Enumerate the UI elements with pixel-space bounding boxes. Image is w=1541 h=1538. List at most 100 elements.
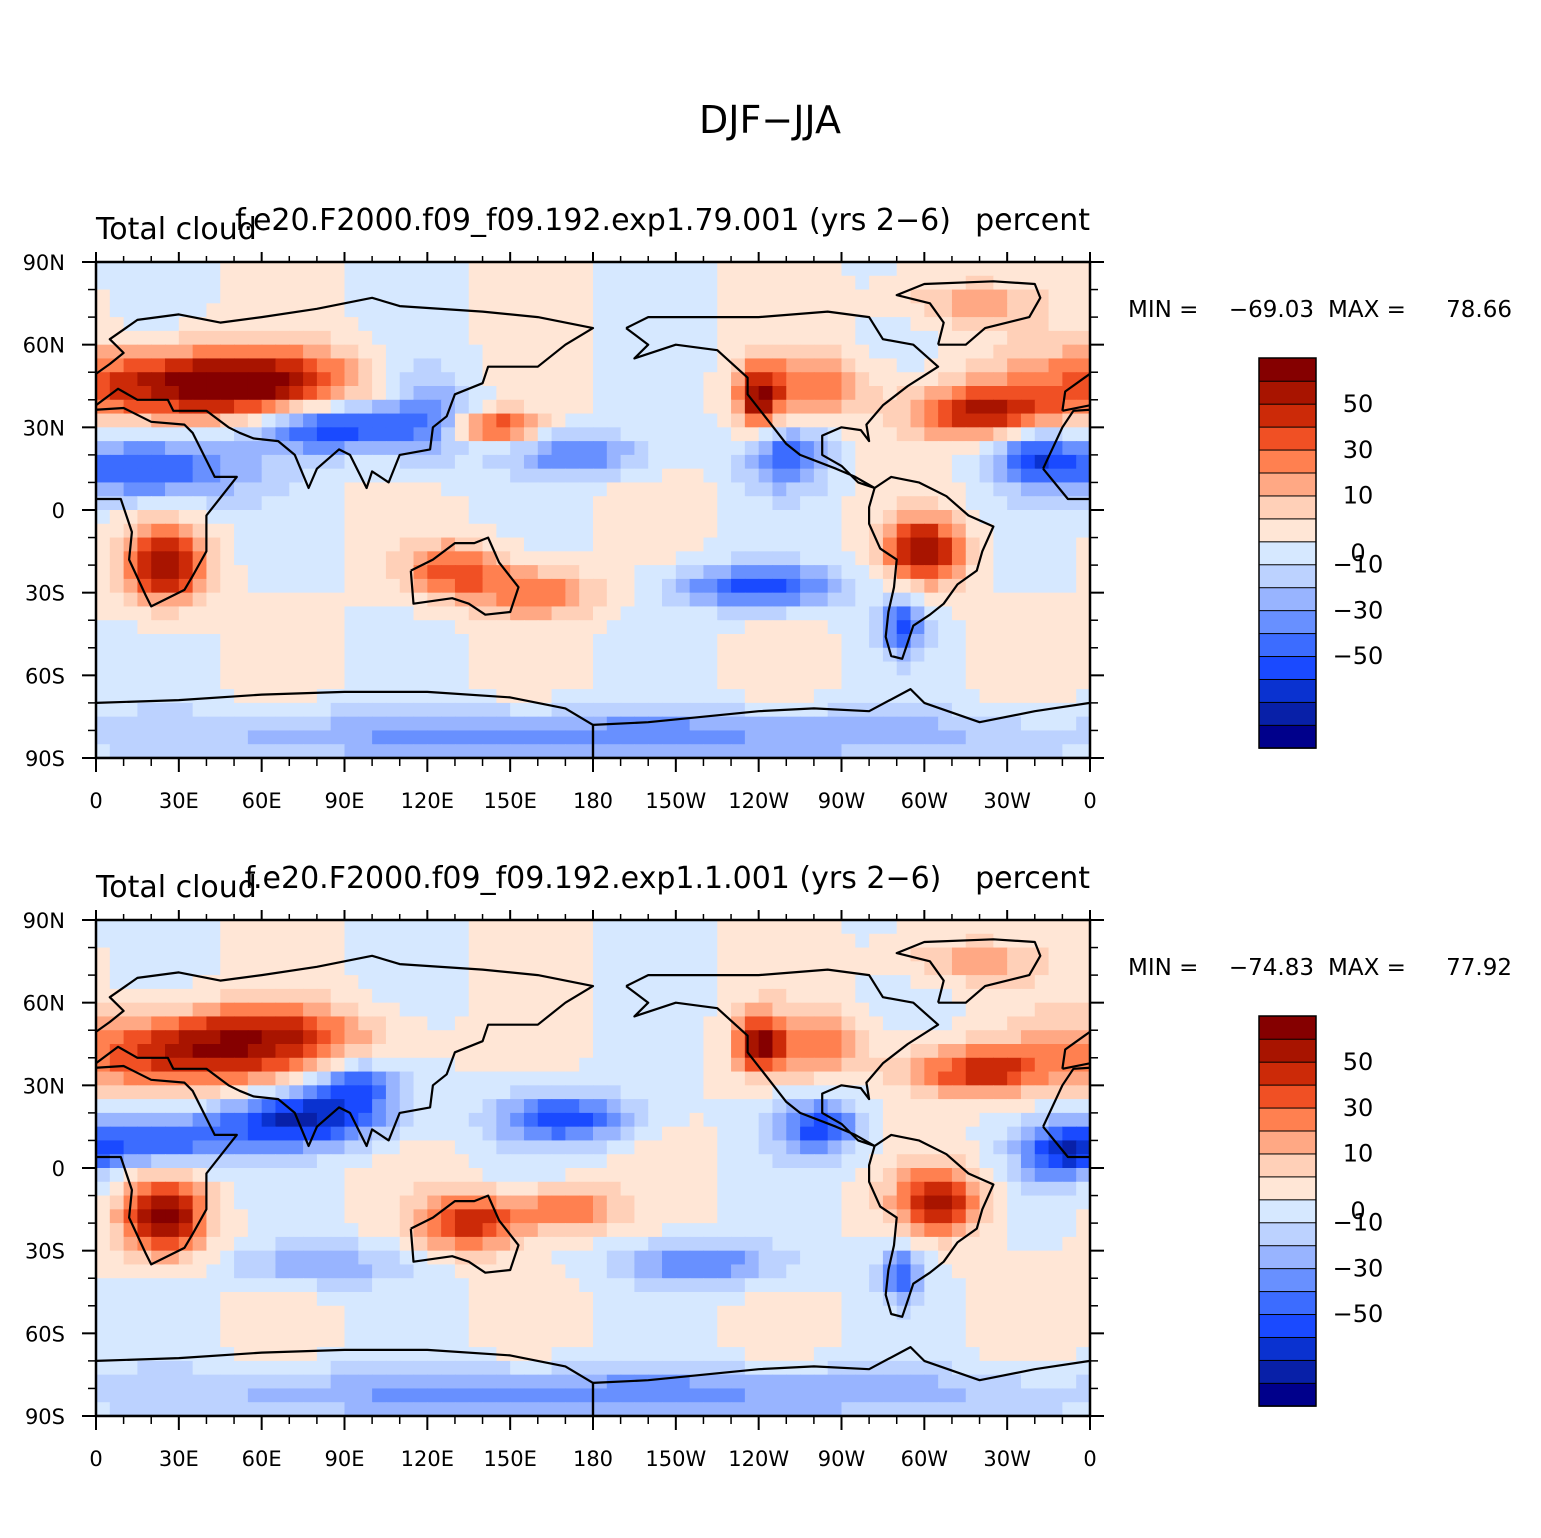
field-cell — [330, 716, 346, 732]
field-cell — [786, 1016, 801, 1031]
field-cell — [441, 1209, 456, 1224]
field-cell — [593, 551, 608, 566]
field-cell — [427, 454, 442, 470]
field-cell — [220, 675, 235, 690]
field-cell — [648, 634, 663, 649]
field-cell — [496, 1099, 511, 1114]
field-cell — [385, 496, 401, 511]
field-cell — [523, 1181, 539, 1197]
field-cell — [758, 1057, 774, 1073]
field-cell — [882, 730, 898, 745]
field-cell — [662, 303, 677, 318]
field-cell — [813, 1071, 829, 1086]
field-cell — [330, 1016, 346, 1031]
field-cell — [206, 1085, 221, 1100]
field-cell — [703, 537, 718, 552]
field-cell — [247, 386, 263, 401]
field-cell — [123, 275, 139, 291]
field-cell — [896, 537, 912, 552]
field-cell — [689, 1085, 705, 1100]
field-cell — [482, 386, 497, 401]
field-cell — [206, 689, 221, 704]
field-cell — [1076, 1181, 1090, 1197]
field-cell — [289, 1278, 304, 1293]
field-cell — [413, 661, 428, 676]
field-cell — [123, 496, 139, 511]
field-cell — [247, 1333, 263, 1348]
field-cell — [758, 675, 774, 690]
field-cell — [648, 523, 663, 539]
field-cell — [303, 606, 318, 621]
field-cell — [523, 1223, 539, 1238]
field-cell — [220, 303, 235, 318]
field-cell — [827, 730, 843, 745]
field-cell — [882, 689, 898, 704]
field-cell — [192, 1236, 208, 1252]
field-cell — [634, 1333, 649, 1348]
field-cell — [772, 454, 787, 470]
field-cell — [275, 702, 290, 718]
field-cell — [910, 920, 925, 935]
field-cell — [523, 716, 539, 732]
field-cell — [234, 510, 249, 525]
field-cell — [965, 1016, 981, 1031]
field-cell — [427, 1319, 442, 1334]
field-cell — [537, 689, 553, 704]
field-cell — [675, 1016, 691, 1031]
field-cell — [413, 289, 428, 304]
field-cell — [1062, 1030, 1077, 1045]
field-cell — [441, 1319, 456, 1334]
field-cell — [800, 372, 815, 387]
field-cell — [827, 399, 843, 415]
field-cell — [537, 427, 553, 442]
field-cell — [896, 262, 912, 277]
field-cell — [1007, 537, 1022, 552]
field-cell — [96, 647, 111, 663]
field-cell — [261, 537, 277, 552]
field-cell — [965, 689, 981, 704]
field-cell — [606, 947, 622, 962]
field-cell — [1034, 1044, 1050, 1059]
field-cell — [965, 744, 981, 758]
field-cell — [717, 647, 732, 663]
field-cell — [413, 1057, 428, 1073]
field-cell — [192, 358, 208, 373]
field-cell — [289, 386, 304, 401]
field-cell — [565, 523, 580, 539]
field-cell — [482, 1071, 497, 1086]
field-cell — [275, 317, 290, 332]
field-cell — [247, 441, 263, 456]
field-cell — [1034, 675, 1050, 690]
field-cell — [192, 702, 208, 718]
field-cell — [482, 330, 497, 346]
field-cell — [206, 413, 221, 428]
field-cell — [1007, 1264, 1022, 1279]
field-cell — [344, 510, 359, 525]
field-cell — [510, 565, 525, 580]
field-cell — [910, 716, 925, 732]
field-cell — [206, 551, 221, 566]
field-cell — [648, 689, 663, 704]
field-cell — [96, 262, 111, 277]
field-cell — [427, 975, 442, 990]
field-cell — [1062, 1278, 1077, 1293]
field-cell — [441, 386, 456, 401]
field-cell — [1076, 1264, 1090, 1279]
field-cell — [731, 961, 746, 976]
field-cell — [744, 689, 760, 704]
field-cell — [261, 427, 277, 442]
field-cell — [675, 1044, 691, 1059]
field-cell — [482, 317, 497, 332]
field-cell — [109, 1223, 125, 1238]
field-cell — [413, 1112, 428, 1128]
field-cell — [703, 1154, 718, 1169]
field-cell — [896, 372, 912, 387]
field-cell — [841, 565, 856, 580]
field-cell — [496, 1071, 511, 1086]
field-cell — [1076, 634, 1090, 649]
field-cell — [869, 1030, 884, 1045]
field-cell — [454, 289, 470, 304]
field-cell — [1007, 386, 1022, 401]
field-cell — [454, 454, 470, 470]
field-cell — [634, 303, 649, 318]
